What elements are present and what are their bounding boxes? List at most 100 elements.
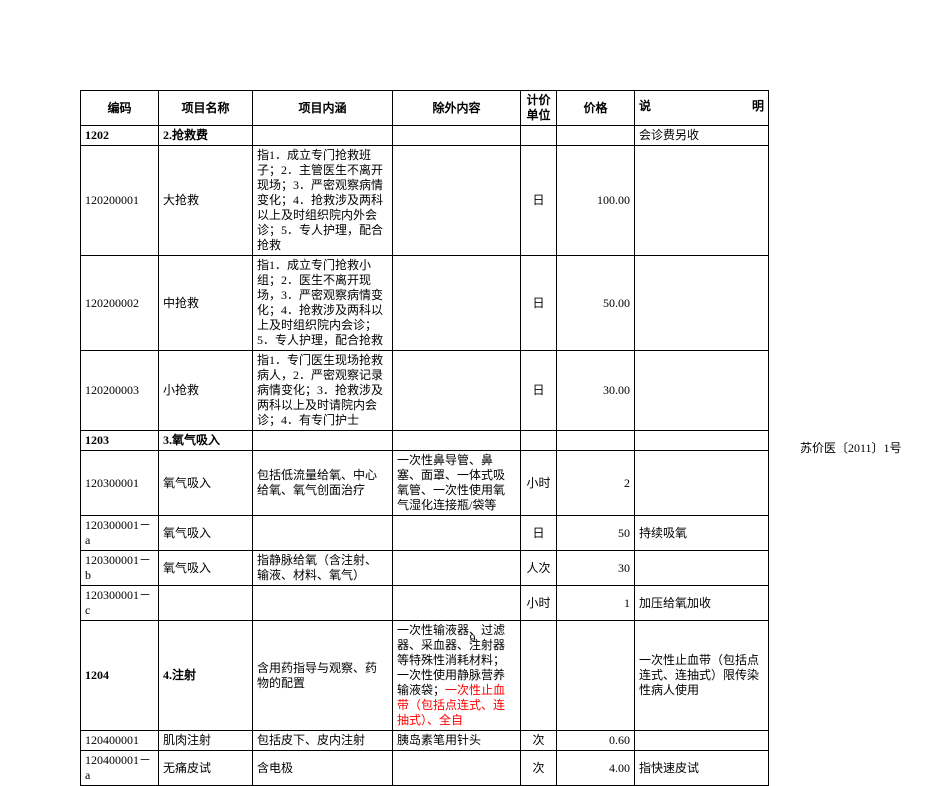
table-cell [253, 586, 393, 621]
table-cell: 120200003 [81, 351, 159, 431]
table-row: 12022.抢救费 会诊费另收 [81, 126, 769, 146]
page-number: 9 [0, 631, 945, 646]
table-cell: 氧气吸入 [159, 551, 253, 586]
table-cell: 120300001－b [81, 551, 159, 586]
table-row: 120300001－c小时1加压给氧加收 [81, 586, 769, 621]
table-cell [159, 586, 253, 621]
price-table: 编码 项目名称 项目内涵 除外内容 计价单位 价格 说 明 12022.抢救费 会… [80, 90, 769, 786]
table-cell: 指快速皮试 [635, 751, 769, 786]
table-cell: 30.00 [557, 351, 635, 431]
table-cell [393, 586, 521, 621]
table-cell [635, 256, 769, 351]
table-cell [635, 731, 769, 751]
table-cell [253, 126, 393, 146]
table-cell: 指1．成立专门抢救小组；2．医生不离开现场，3．严密观察病情变化；4．抢救涉及两… [253, 256, 393, 351]
table-cell: 30 [557, 551, 635, 586]
table-cell: 指静脉给氧（含注射、输液、材料、氧气） [253, 551, 393, 586]
table-cell: 50 [557, 516, 635, 551]
page: 编码 项目名称 项目内涵 除外内容 计价单位 价格 说 明 12022.抢救费 会… [0, 0, 945, 668]
table-cell: 加压给氧加收 [635, 586, 769, 621]
table-cell: 3.氧气吸入 [159, 431, 253, 451]
table-cell: 50.00 [557, 256, 635, 351]
table-cell: 2.抢救费 [159, 126, 253, 146]
table-cell [393, 351, 521, 431]
table-row: 120400001－a无痛皮试含电极次4.00指快速皮试 [81, 751, 769, 786]
table-row: 12033.氧气吸入 [81, 431, 769, 451]
table-cell [393, 431, 521, 451]
table-cell: 小抢救 [159, 351, 253, 431]
hdr-note: 说 明 [635, 91, 769, 126]
table-cell [557, 431, 635, 451]
hdr-content: 项目内涵 [253, 91, 393, 126]
table-row: 120200003小抢救指1．专门医生现场抢救病人，2．严密观察记录病情变化；3… [81, 351, 769, 431]
table-cell: 包括皮下、皮内注射 [253, 731, 393, 751]
table-cell [253, 431, 393, 451]
table-cell: 指1．成立专门抢救班子；2．主管医生不离开现场；3．严密观察病情变化；4．抢救涉… [253, 146, 393, 256]
table-cell [393, 146, 521, 256]
hdr-unit: 计价单位 [521, 91, 557, 126]
table-cell: 120400001－a [81, 751, 159, 786]
table-cell: 次 [521, 731, 557, 751]
table-cell [635, 551, 769, 586]
table-cell [521, 126, 557, 146]
table-cell: 中抢救 [159, 256, 253, 351]
table-row: 120200002中抢救指1．成立专门抢救小组；2．医生不离开现场，3．严密观察… [81, 256, 769, 351]
table-cell: 人次 [521, 551, 557, 586]
table-cell [393, 256, 521, 351]
hdr-price: 价格 [557, 91, 635, 126]
table-cell [635, 146, 769, 256]
table-cell [393, 126, 521, 146]
header-row: 编码 项目名称 项目内涵 除外内容 计价单位 价格 说 明 [81, 91, 769, 126]
table-cell: 日 [521, 146, 557, 256]
table-cell: 1203 [81, 431, 159, 451]
hdr-note-left: 说 [639, 99, 651, 114]
table-cell [393, 751, 521, 786]
table-cell: 120400001 [81, 731, 159, 751]
table-cell: 会诊费另收 [635, 126, 769, 146]
table-cell: 120300001－a [81, 516, 159, 551]
price-table-wrap: 编码 项目名称 项目内涵 除外内容 计价单位 价格 说 明 12022.抢救费 会… [80, 90, 769, 786]
table-cell: 无痛皮试 [159, 751, 253, 786]
table-cell: 120200001 [81, 146, 159, 256]
table-cell: 1 [557, 586, 635, 621]
table-cell: 大抢救 [159, 146, 253, 256]
table-cell [557, 126, 635, 146]
table-cell: 氧气吸入 [159, 451, 253, 516]
hdr-note-right: 明 [752, 99, 764, 114]
table-cell: 小时 [521, 586, 557, 621]
table-cell: 次 [521, 751, 557, 786]
table-row: 120300001－a氧气吸入 日50持续吸氧 [81, 516, 769, 551]
table-cell: 100.00 [557, 146, 635, 256]
table-cell [635, 351, 769, 431]
table-cell: 日 [521, 351, 557, 431]
table-cell [635, 451, 769, 516]
hdr-code: 编码 [81, 91, 159, 126]
table-cell: 120200002 [81, 256, 159, 351]
table-cell: 肌肉注射 [159, 731, 253, 751]
hdr-name: 项目名称 [159, 91, 253, 126]
table-cell: 氧气吸入 [159, 516, 253, 551]
table-cell [253, 516, 393, 551]
document-reference: 苏价医〔2011〕1号 [800, 439, 902, 456]
table-cell: 日 [521, 516, 557, 551]
table-cell: 一次性鼻导管、鼻塞、面罩、一体式吸氧管、一次性使用氧气湿化连接瓶/袋等 [393, 451, 521, 516]
table-head: 编码 项目名称 项目内涵 除外内容 计价单位 价格 说 明 [81, 91, 769, 126]
hdr-excluded: 除外内容 [393, 91, 521, 126]
table-cell: 1202 [81, 126, 159, 146]
table-cell: 持续吸氧 [635, 516, 769, 551]
table-cell: 包括低流量给氧、中心给氧、氧气创面治疗 [253, 451, 393, 516]
table-cell [521, 431, 557, 451]
table-cell: 含电极 [253, 751, 393, 786]
table-cell: 胰岛素笔用针头 [393, 731, 521, 751]
table-cell [393, 516, 521, 551]
table-cell [635, 431, 769, 451]
table-row: 120200001大抢救指1．成立专门抢救班子；2．主管医生不离开现场；3．严密… [81, 146, 769, 256]
table-cell: 日 [521, 256, 557, 351]
table-cell: 指1．专门医生现场抢救病人，2．严密观察记录病情变化；3．抢救涉及两科以上及时请… [253, 351, 393, 431]
table-row: 120300001氧气吸入包括低流量给氧、中心给氧、氧气创面治疗一次性鼻导管、鼻… [81, 451, 769, 516]
table-cell: 2 [557, 451, 635, 516]
table-cell: 120300001 [81, 451, 159, 516]
table-row: 120300001－b氧气吸入指静脉给氧（含注射、输液、材料、氧气） 人次30 [81, 551, 769, 586]
table-body: 12022.抢救费会诊费另收120200001大抢救指1．成立专门抢救班子；2．… [81, 126, 769, 786]
table-row: 120400001肌肉注射包括皮下、皮内注射胰岛素笔用针头次0.60 [81, 731, 769, 751]
